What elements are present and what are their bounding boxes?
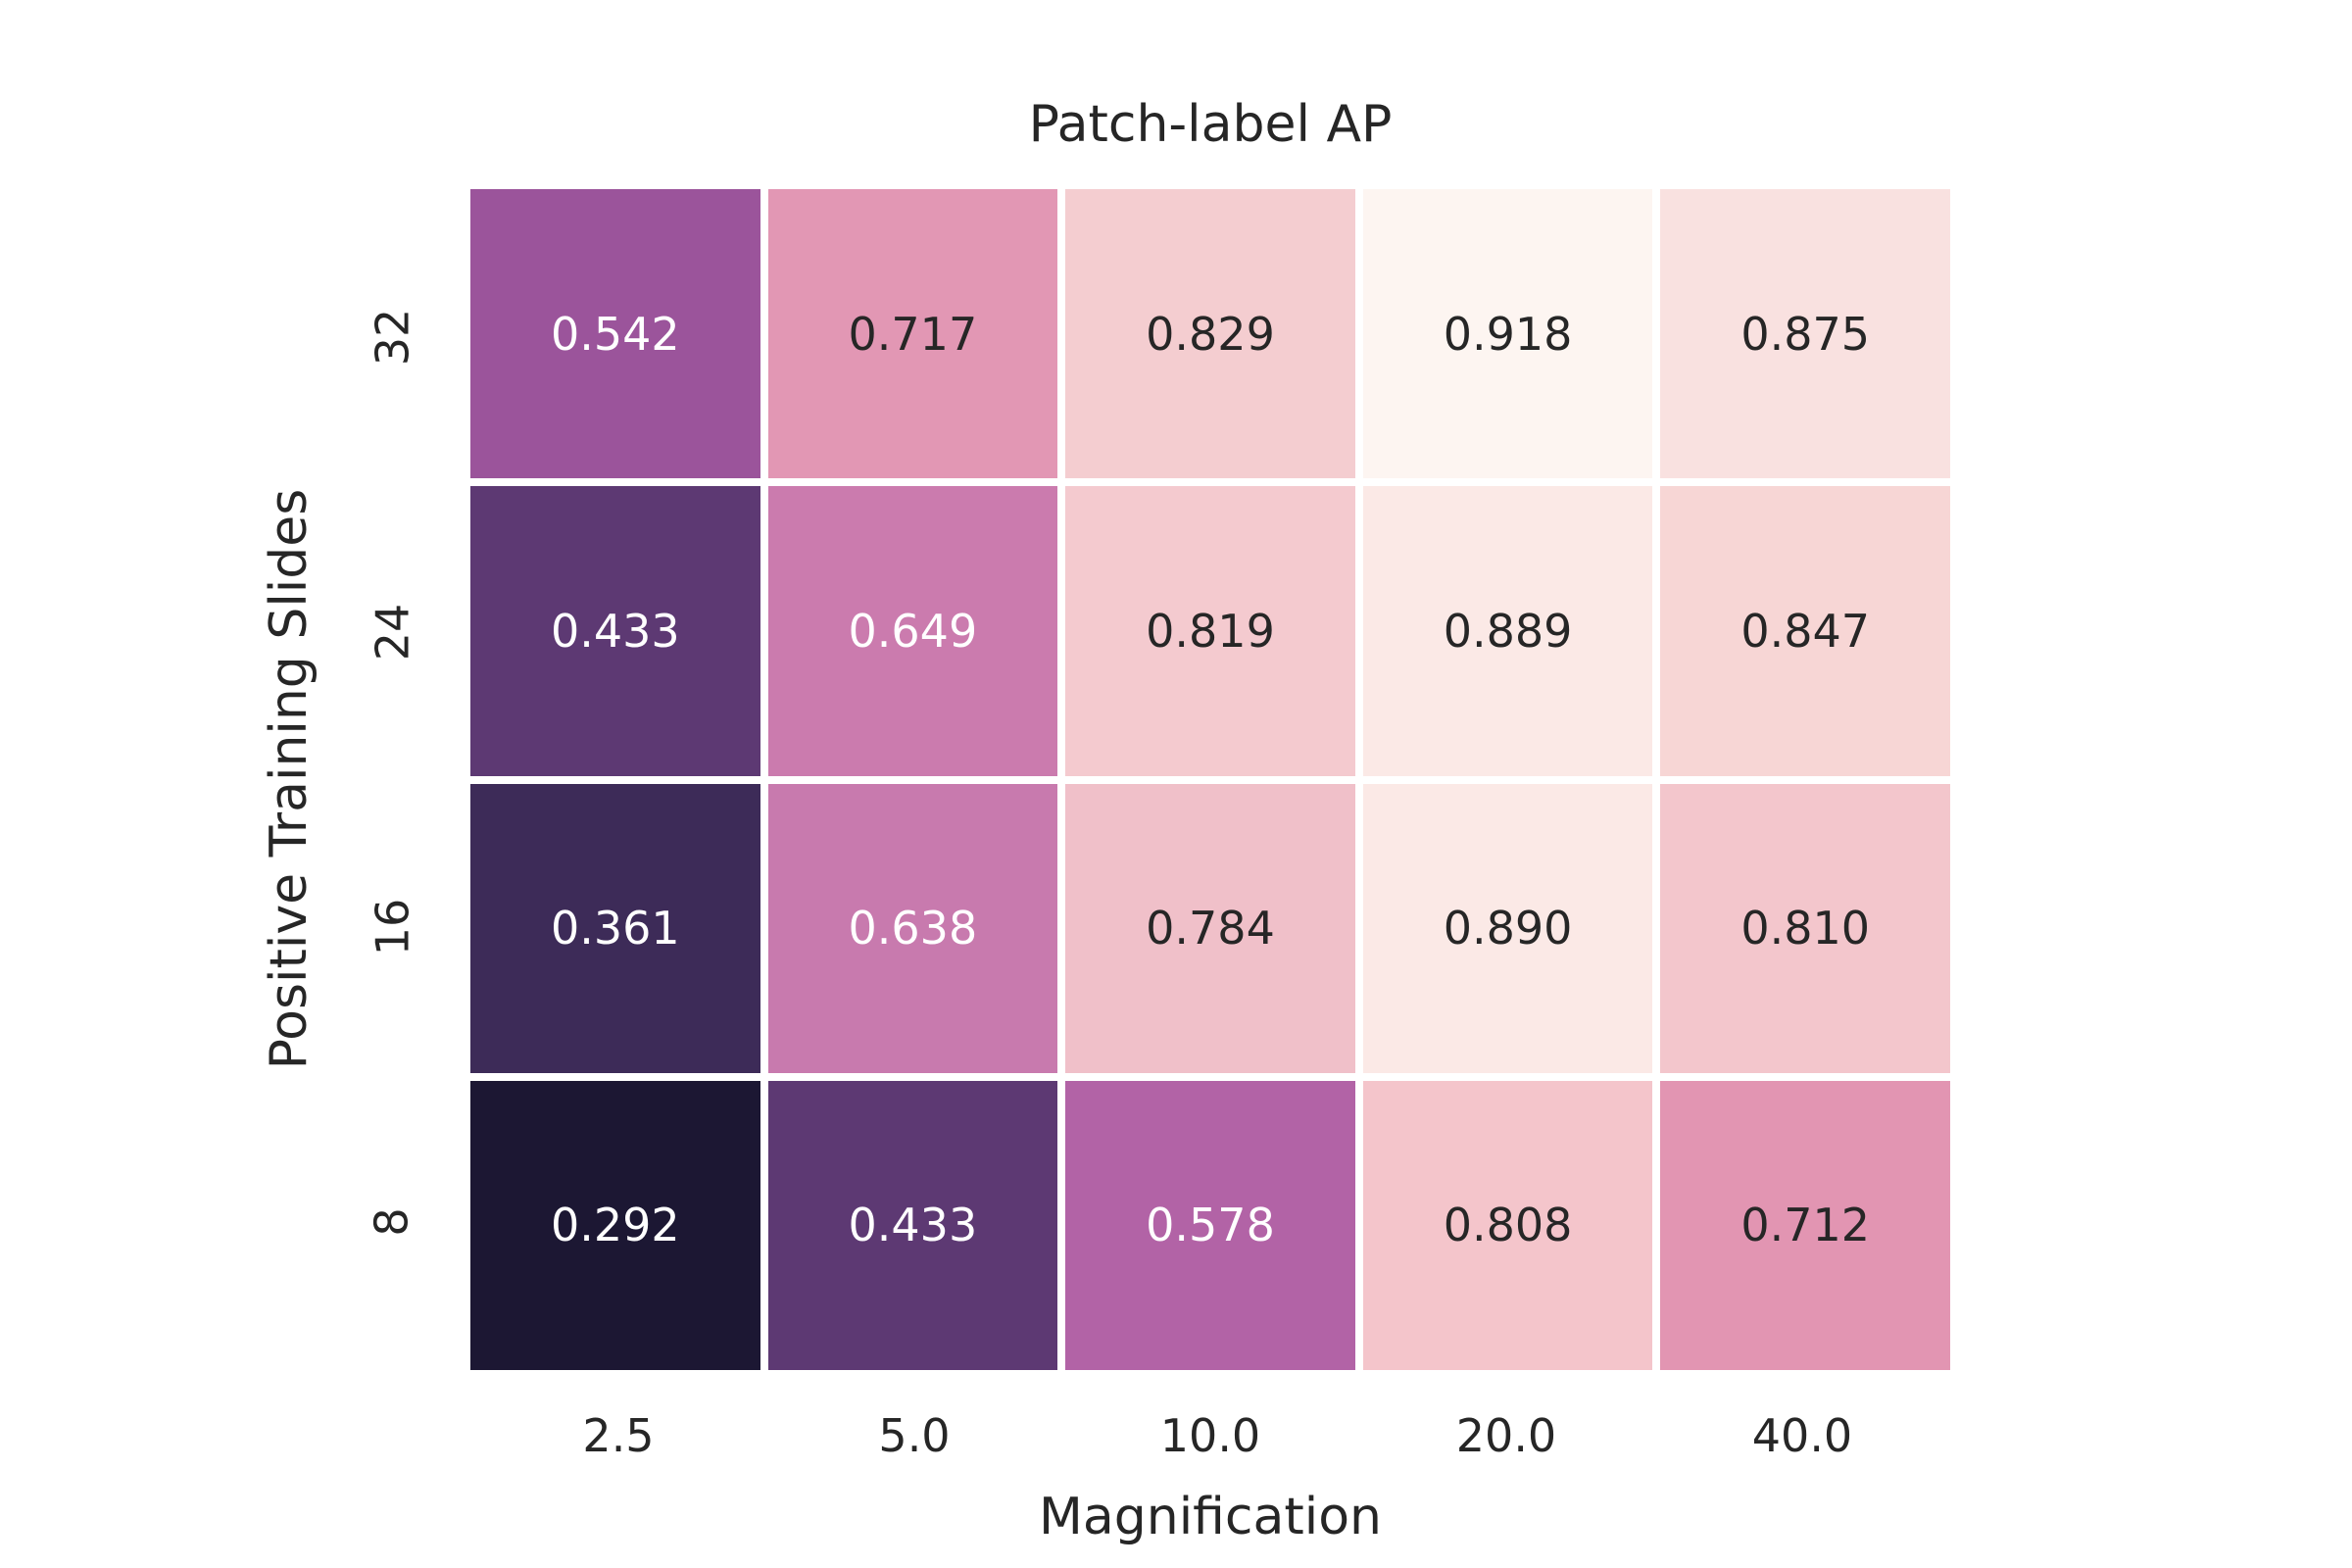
- heatmap-cell: 0.433: [767, 1080, 1058, 1370]
- cell-value-label: 0.292: [550, 1199, 680, 1252]
- cell-value-label: 0.808: [1443, 1199, 1573, 1252]
- x-tick-label: 10.0: [1159, 1409, 1261, 1462]
- heatmap-cell: 0.889: [1362, 486, 1653, 776]
- x-tick-label: 20.0: [1455, 1409, 1557, 1462]
- x-axis-label: Magnification: [1039, 1488, 1382, 1546]
- cell-value-label: 0.819: [1146, 604, 1275, 658]
- y-tick: 32: [358, 189, 426, 484]
- cell-value-label: 0.433: [848, 1199, 978, 1252]
- cell-value-label: 0.810: [1740, 902, 1871, 956]
- cell-value-label: 0.578: [1146, 1199, 1275, 1252]
- cell-value-label: 0.433: [550, 604, 680, 658]
- heatmap-cell: 0.578: [1065, 1080, 1355, 1370]
- heatmap-cell: 0.819: [1065, 486, 1355, 776]
- y-axis-ticks: 32 24 16 8: [358, 189, 426, 1370]
- cell-value-label: 0.638: [848, 902, 978, 956]
- y-tick-label: 32: [365, 308, 418, 366]
- heatmap-cell: 0.361: [470, 783, 760, 1073]
- y-tick: 24: [358, 484, 426, 779]
- y-tick: 8: [358, 1075, 426, 1370]
- heatmap-cell: 0.292: [470, 1080, 760, 1370]
- heatmap-cell: 0.712: [1660, 1080, 1950, 1370]
- cell-value-label: 0.784: [1146, 902, 1275, 956]
- heatmap-cell: 0.810: [1660, 783, 1950, 1073]
- cell-value-label: 0.542: [550, 307, 680, 361]
- heatmap-cell: 0.890: [1362, 783, 1653, 1073]
- cell-value-label: 0.829: [1146, 307, 1275, 361]
- cell-value-label: 0.847: [1740, 604, 1871, 658]
- x-axis-ticks: 2.5 5.0 10.0 20.0 40.0: [470, 1409, 1950, 1462]
- x-tick-label: 2.5: [582, 1409, 655, 1462]
- x-tick-label: 5.0: [878, 1409, 951, 1462]
- heatmap-cell: 0.542: [470, 189, 760, 479]
- heatmap-cell: 0.808: [1362, 1080, 1653, 1370]
- cell-value-label: 0.890: [1443, 902, 1573, 956]
- cell-value-label: 0.361: [550, 902, 680, 956]
- cell-value-label: 0.649: [848, 604, 978, 658]
- cell-value-label: 0.889: [1443, 604, 1573, 658]
- cell-value-label: 0.712: [1740, 1199, 1871, 1252]
- heatmap-grid: 0.542 0.717 0.829 0.918 0.875 0.433 0.649 0.819…: [470, 189, 1950, 1370]
- chart-title: Patch-label AP: [1028, 95, 1393, 154]
- cell-value-label: 0.918: [1443, 307, 1573, 361]
- y-tick-label: 24: [365, 603, 418, 662]
- y-axis-label: Positive Training Slides: [260, 488, 318, 1070]
- heatmap-cell: 0.918: [1362, 189, 1653, 479]
- heatmap-cell: 0.829: [1065, 189, 1355, 479]
- y-tick: 16: [358, 780, 426, 1075]
- heatmap-cell: 0.638: [767, 783, 1058, 1073]
- cell-value-label: 0.717: [848, 307, 978, 361]
- heatmap-cell: 0.717: [767, 189, 1058, 479]
- x-tick-label: 40.0: [1751, 1409, 1853, 1462]
- y-tick-label: 8: [366, 1207, 418, 1238]
- heatmap-cell: 0.847: [1660, 486, 1950, 776]
- heatmap-cell: 0.784: [1065, 783, 1355, 1073]
- heatmap-cell: 0.433: [470, 486, 760, 776]
- y-tick-label: 16: [365, 898, 418, 956]
- heatmap-cell: 0.875: [1660, 189, 1950, 479]
- heatmap-cell: 0.649: [767, 486, 1058, 776]
- cell-value-label: 0.875: [1740, 307, 1871, 361]
